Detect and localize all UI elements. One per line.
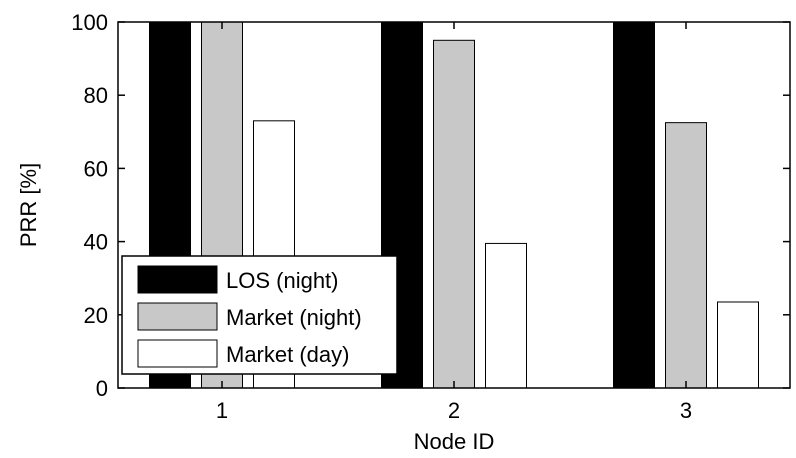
y-axis-title: PRR [%] <box>16 163 41 247</box>
legend-swatch-market-night <box>137 302 218 331</box>
axis-ticks: 0 20 40 60 80 100 1 2 3 <box>71 10 790 423</box>
legend-label-market-day: Market (day) <box>226 342 349 367</box>
y-tick-label: 100 <box>71 10 108 35</box>
y-tick-label: 20 <box>84 303 108 328</box>
bar-market-day-node-3 <box>717 301 759 389</box>
y-tick-label: 80 <box>84 83 108 108</box>
legend: LOS (night) Market (night) Market (day) <box>121 255 398 375</box>
y-tick-label: 40 <box>84 230 108 255</box>
bar-market-night-node-3 <box>665 122 707 389</box>
legend-label-market-night: Market (night) <box>226 305 362 330</box>
y-tick-label: 0 <box>96 376 108 401</box>
legend-swatch-los-night <box>137 265 218 294</box>
bar-market-day-node-2 <box>485 242 527 389</box>
legend-swatch-market-day <box>137 339 218 368</box>
legend-label-los-night: LOS (night) <box>226 268 339 293</box>
bar-los-night-node-3 <box>613 21 655 389</box>
x-axis-title: Node ID <box>414 429 495 454</box>
x-tick-label: 2 <box>448 398 460 423</box>
x-tick-label: 1 <box>216 398 228 423</box>
bar-market-night-node-2 <box>433 39 475 389</box>
y-tick-label: 60 <box>84 156 108 181</box>
x-tick-label: 3 <box>680 398 692 423</box>
